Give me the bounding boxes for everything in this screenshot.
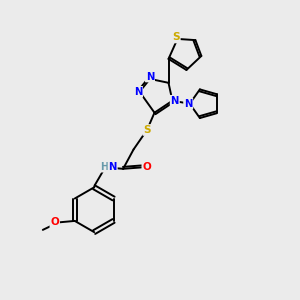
Text: S: S <box>172 32 180 42</box>
Text: N: N <box>171 96 179 106</box>
Text: N: N <box>109 162 117 172</box>
Text: N: N <box>134 87 142 97</box>
Text: O: O <box>50 218 59 227</box>
Text: N: N <box>146 71 154 82</box>
Text: O: O <box>142 162 151 172</box>
Text: S: S <box>143 125 151 135</box>
Text: H: H <box>100 162 108 172</box>
Text: N: N <box>184 99 192 109</box>
